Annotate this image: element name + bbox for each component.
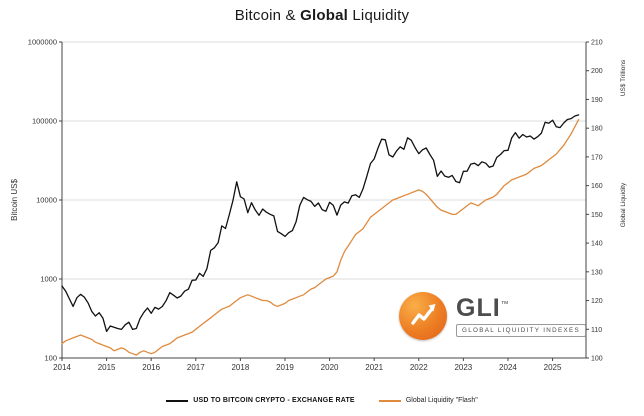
right-axis-tick-label: 120 — [591, 298, 603, 305]
x-axis-tick-label: 2018 — [231, 363, 249, 372]
right-axis-tick-label: 190 — [591, 97, 603, 104]
gli-logo-text: GLI™ GLOBAL LIQUIDITY INDEXES — [456, 293, 586, 337]
gli-logo-trademark: ™ — [500, 299, 510, 309]
chart-title-part1: Bitcoin & — [234, 7, 296, 24]
legend: USD TO BITCOIN CRYPTO - EXCHANGE RATE Gl… — [0, 397, 644, 404]
gli-logo-circle — [399, 292, 447, 340]
legend-label-liquidity: Global Liquidity "Flash" — [405, 397, 478, 404]
right-axis-tick-label: 160 — [591, 183, 603, 190]
left-axis-tick-label: 100000 — [32, 117, 57, 126]
right-axis-tick-label: 180 — [591, 126, 603, 133]
legend-label-bitcoin: USD TO BITCOIN CRYPTO - EXCHANGE RATE — [193, 397, 355, 404]
legend-item-liquidity: Global Liquidity "Flash" — [378, 397, 478, 404]
gli-logo-name-text: GLI — [456, 293, 501, 322]
right-axis-tick-label: 200 — [591, 68, 603, 75]
right-axis-title: Global Liquidity — [620, 182, 627, 227]
chart-title-part2: Global — [300, 7, 349, 24]
liquidity-line-swatch — [378, 399, 401, 402]
gli-logo: GLI™ GLOBAL LIQUIDITY INDEXES — [399, 292, 586, 340]
right-axis-unit-title: US$ Trillions — [620, 59, 627, 96]
x-axis-tick-label: 2014 — [53, 363, 71, 372]
legend-item-bitcoin: USD TO BITCOIN CRYPTO - EXCHANGE RATE — [166, 397, 355, 404]
left-axis-tick-label: 100 — [44, 354, 57, 363]
x-axis-tick-label: 2024 — [499, 363, 517, 372]
x-axis-tick-label: 2019 — [276, 363, 294, 372]
right-axis-tick-label: 130 — [591, 269, 603, 276]
x-axis-tick-label: 2020 — [321, 363, 339, 372]
left-axis-tick-label: 1000 — [40, 275, 57, 284]
left-axis-tick-label: 10000 — [36, 196, 57, 205]
x-axis-tick-label: 2015 — [98, 363, 116, 372]
x-axis-tick-label: 2016 — [142, 363, 160, 372]
bitcoin-line-swatch — [166, 399, 189, 402]
right-axis-tick-label: 100 — [591, 356, 603, 363]
liquidity-line — [61, 118, 580, 356]
chart-title-part3: Liquidity — [352, 7, 410, 24]
gli-logo-name: GLI™ — [456, 293, 510, 322]
right-axis-tick-label: 210 — [591, 40, 603, 47]
x-axis-tick-label: 2017 — [187, 363, 205, 372]
x-axis-tick-label: 2022 — [410, 363, 428, 372]
x-axis-tick-label: 2025 — [544, 363, 562, 372]
chart-title: Bitcoin & Global Liquidity — [0, 7, 644, 24]
left-axis-title: Bitcoin US$ — [10, 179, 19, 221]
trend-arrow-icon — [411, 304, 436, 325]
bitcoin-line — [61, 114, 580, 333]
right-axis-tick-label: 150 — [591, 212, 603, 219]
right-axis-tick-label: 170 — [591, 154, 603, 161]
x-axis-tick-label: 2021 — [365, 363, 383, 372]
gli-logo-subtitle: GLOBAL LIQUIDITY INDEXES — [456, 323, 586, 337]
x-axis-tick-label: 2023 — [454, 363, 472, 372]
left-axis-tick-label: 1000000 — [28, 38, 57, 47]
right-axis-tick-label: 110 — [591, 327, 602, 334]
right-axis-tick-label: 140 — [591, 241, 603, 248]
